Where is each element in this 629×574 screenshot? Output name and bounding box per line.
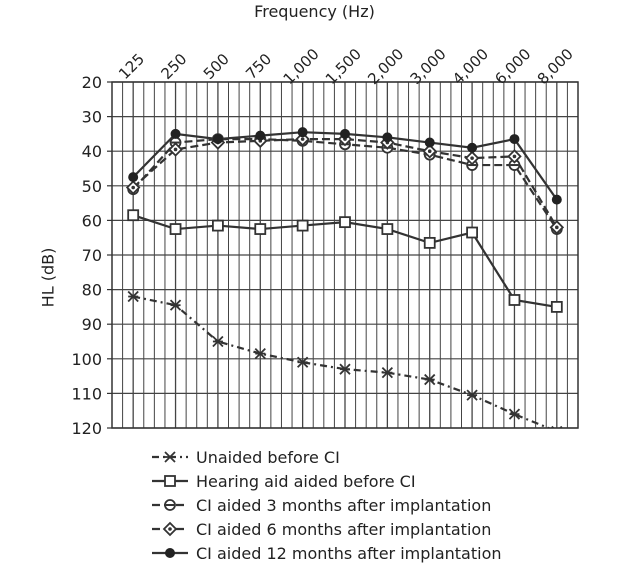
data-point [297,127,308,138]
y-tick-label: 80 [82,281,102,300]
y-tick-label: 90 [82,315,102,334]
data-point [170,128,181,139]
y-tick-label: 40 [82,142,102,161]
data-point-center [512,154,517,159]
legend-item: Unaided before CI [150,445,502,469]
data-point [254,223,267,235]
data-point [381,367,394,379]
data-point-center [131,185,135,190]
series-1 [127,290,563,428]
data-point [550,300,563,313]
data-point [382,132,393,143]
data-point [127,290,139,303]
data-point [339,216,351,229]
data-point [423,236,436,249]
legend-label: CI aided 12 months after implantation [196,543,502,563]
data-point [340,128,350,139]
data-point [127,209,140,222]
x-tick-label: 125 [115,50,148,83]
data-point [255,130,266,141]
series-line [132,295,552,428]
legend-symbol [152,521,188,537]
legend-label: CI aided 3 months after implantation [196,495,492,515]
legend-marker [165,548,175,558]
data-point [466,226,478,239]
y-tick-label: 110 [71,384,102,403]
legend-symbol [152,548,188,558]
legend-symbol [152,451,188,463]
y-tick-label: 50 [82,177,102,196]
data-point [424,137,435,148]
data-point [296,219,309,232]
legend-symbol [152,475,188,487]
data-point [339,363,351,375]
legend-item: CI aided 3 months after implantation [150,493,502,517]
x-tick-label: 500 [200,50,233,83]
legend-item: CI aided 12 months after implantation [150,541,502,565]
legend-marker [164,451,176,463]
data-point [212,335,224,348]
y-tick-label: 30 [82,108,102,127]
y-tick-label: 70 [82,246,102,265]
legend-marker-center [168,527,172,531]
y-tick-label: 100 [71,350,102,369]
data-point [551,194,562,205]
data-point [381,223,394,235]
x-tick-label: 750 [242,50,275,83]
series-line [132,137,558,228]
legend-marker [164,499,176,511]
data-point [212,219,224,232]
legend-item: CI aided 6 months after implantation [150,517,502,541]
data-point [128,172,139,183]
legend-label: CI aided 6 months after implantation [196,519,492,539]
legend-label: Hearing aid aided before CI [196,471,416,491]
legend-label: Unaided before CI [196,447,340,467]
legend: Unaided before CI Hearing aid aided befor… [150,445,502,565]
data-point [508,294,521,306]
data-point [169,223,182,235]
series-5 [128,127,562,205]
y-tick-label: 60 [82,211,102,230]
data-point-center [300,137,305,141]
legend-item: Hearing aid aided before CI [150,469,502,493]
legend-marker [164,475,176,487]
data-point [466,389,478,401]
data-point-center [555,225,559,230]
data-point [212,134,223,145]
series-2 [127,209,563,313]
data-point [424,373,436,386]
series-4 [125,131,565,235]
data-point [296,356,309,368]
data-point-center [173,147,178,152]
data-point [169,299,182,311]
data-point [509,134,520,145]
data-point [254,347,266,360]
data-point [467,142,478,153]
x-axis-title: Frequency (Hz) [254,2,375,21]
data-point [508,408,521,420]
legend-symbol [152,499,188,511]
data-point-center [470,156,474,160]
y-axis-title: HL (dB) [38,247,58,308]
x-tick-label: 250 [158,50,191,83]
data-point-center [427,149,432,153]
y-tick-label: 20 [82,73,102,92]
y-tick-label: 120 [71,419,102,438]
